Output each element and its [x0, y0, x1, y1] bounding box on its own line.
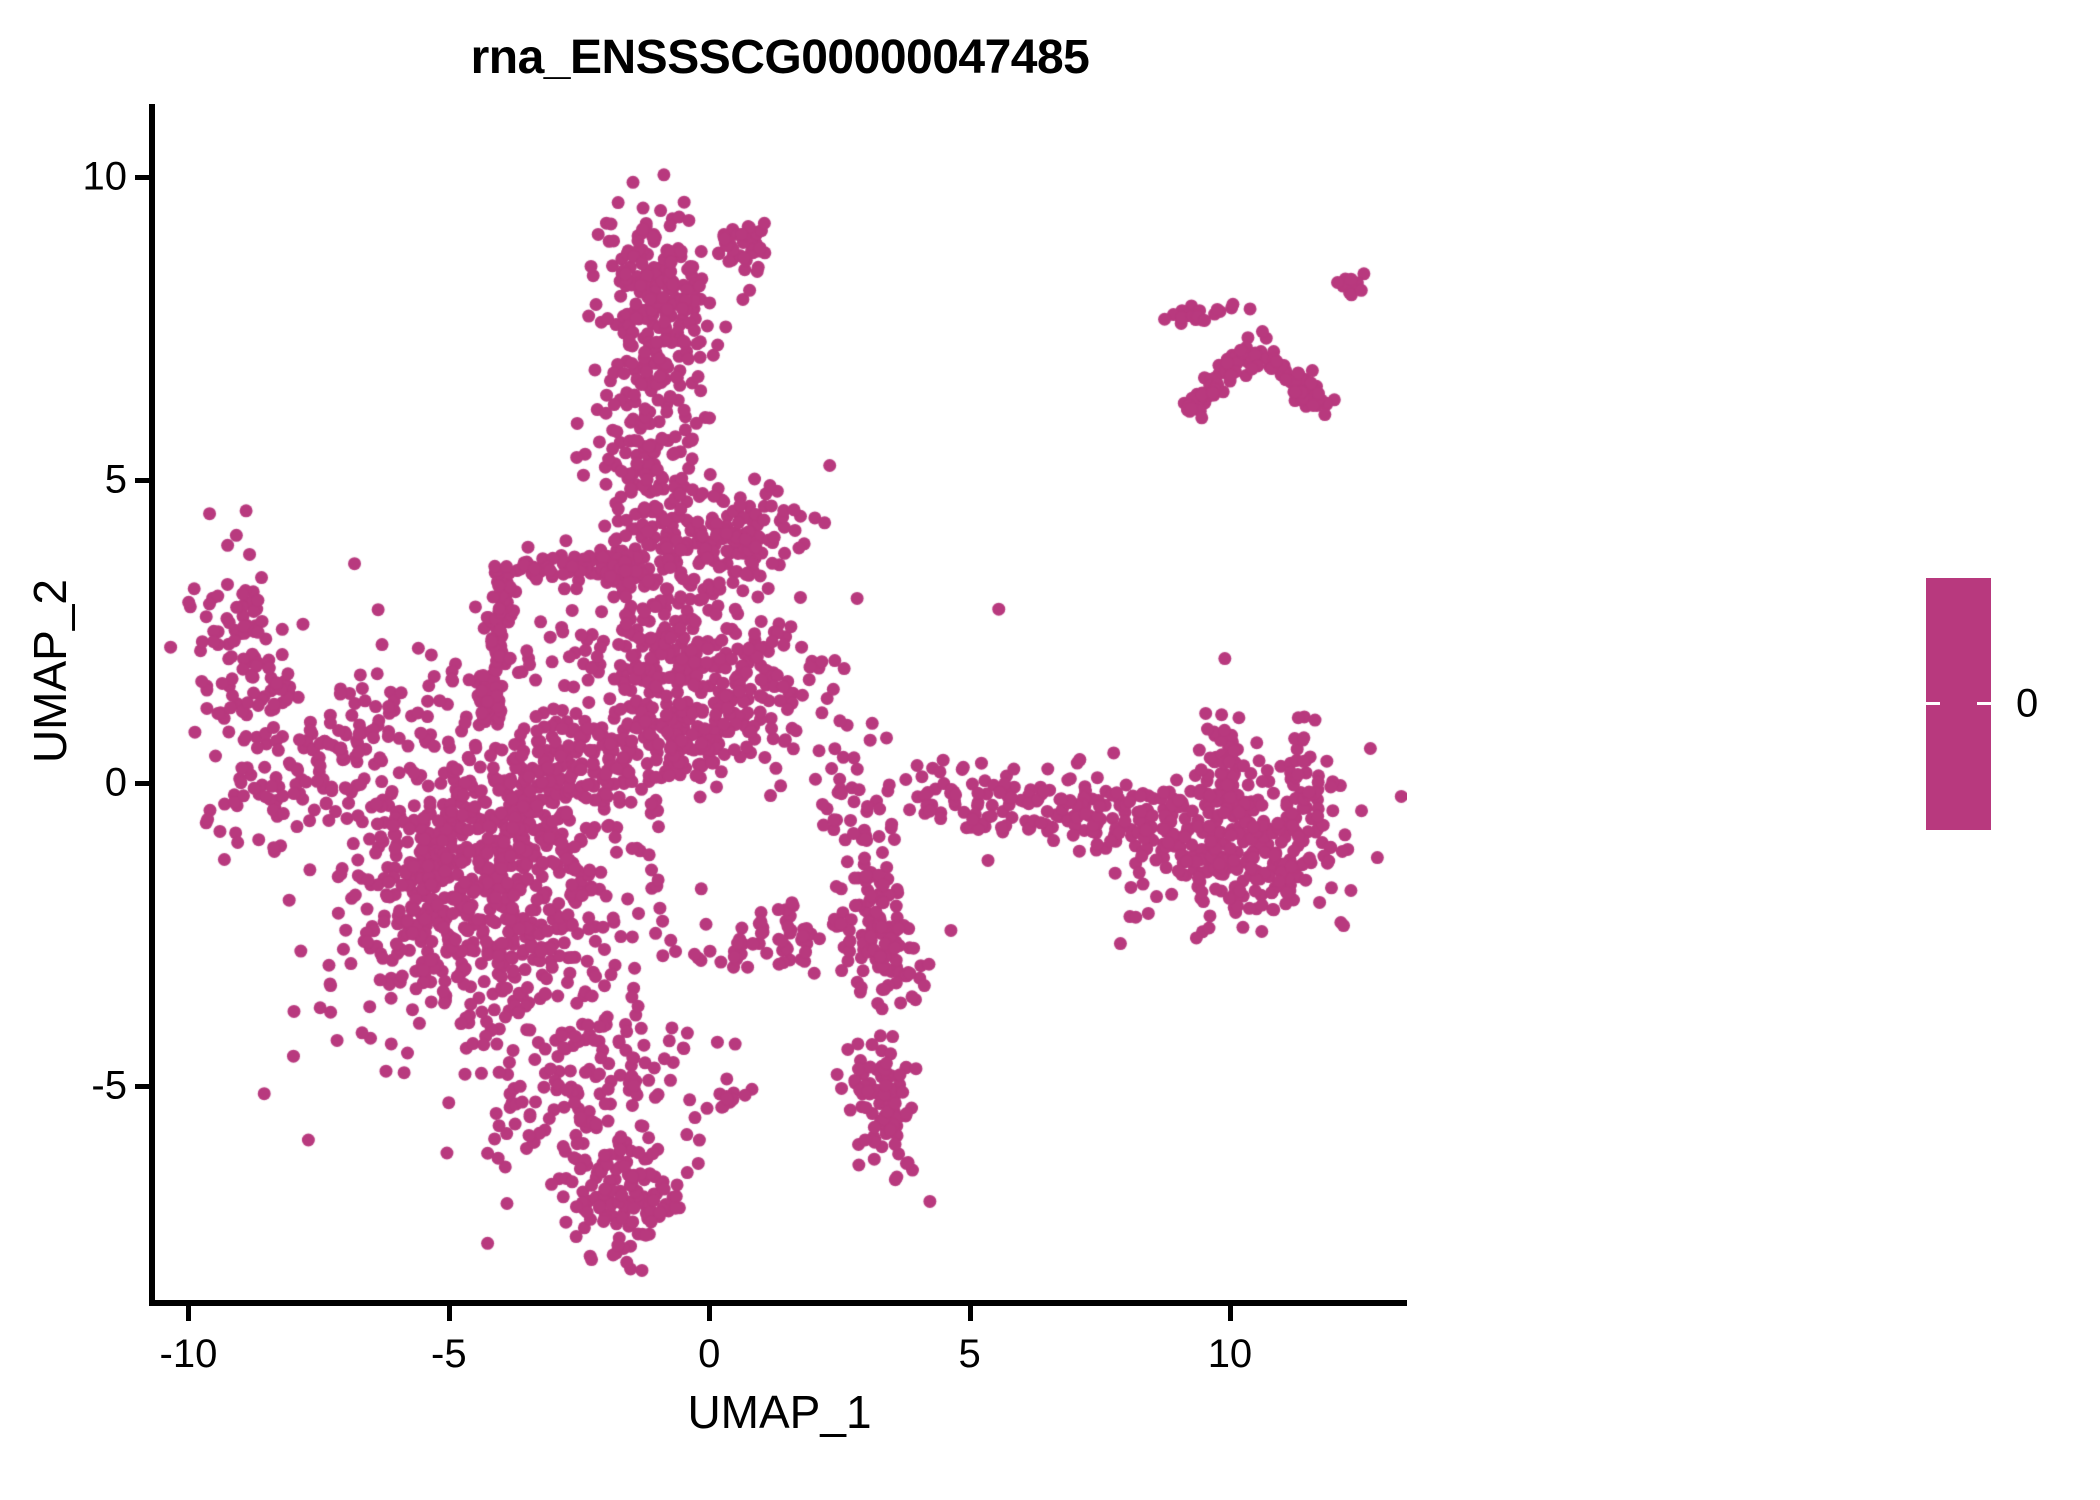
y-axis-line: [149, 104, 155, 1306]
x-tick-label: 5: [958, 1332, 981, 1376]
y-tick-label: 0: [104, 760, 127, 805]
colorbar-tick-label: 0: [2016, 681, 2039, 726]
x-axis-title: UMAP_1: [687, 1386, 872, 1438]
y-tick-label: 5: [104, 457, 127, 502]
x-tick-mark: [446, 1306, 452, 1321]
y-tick-mark: [135, 477, 150, 483]
y-axis-title: UMAP_2: [24, 578, 76, 764]
x-tick-label: -5: [431, 1332, 467, 1376]
x-axis-line: [149, 1300, 1407, 1306]
x-tick-mark: [707, 1306, 713, 1321]
x-tick-mark: [967, 1306, 973, 1321]
x-tick-label: 10: [1207, 1332, 1253, 1376]
y-tick-mark: [135, 780, 150, 786]
y-tick-mark: [135, 174, 150, 180]
y-tick-label: 10: [82, 154, 128, 199]
x-tick-label: -10: [159, 1332, 218, 1376]
page-title: rna_ENSSSCG00000047485: [470, 31, 1090, 84]
colorbar-tick-left: [1926, 702, 1940, 705]
x-tick-label: 0: [698, 1332, 721, 1376]
x-tick-mark: [186, 1306, 192, 1321]
colorbar-tick-right: [1977, 702, 1991, 705]
y-tick-mark: [135, 1083, 150, 1089]
scatter-plot-panel[interactable]: [152, 104, 1407, 1304]
scatter-points-layer: [152, 104, 1407, 1304]
y-tick-label: -5: [91, 1063, 127, 1108]
x-tick-mark: [1227, 1306, 1233, 1321]
legend-colorbar-group: 0: [1926, 578, 2086, 898]
